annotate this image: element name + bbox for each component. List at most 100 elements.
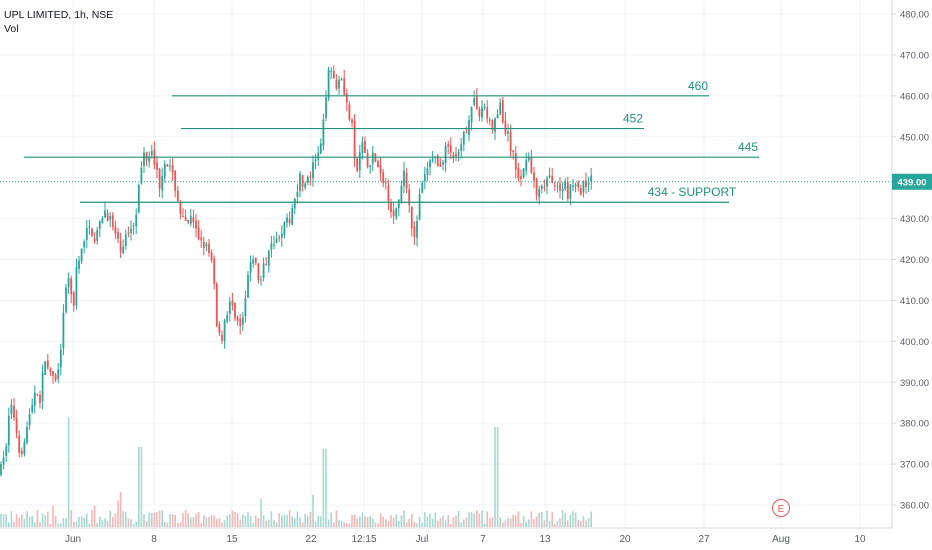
volume-bar [278,513,280,527]
volume-bar [169,514,171,527]
time-tick-label: Jul [416,534,429,545]
volume-bar [114,513,117,527]
volume-bar [187,513,189,527]
volume-bar [481,510,483,527]
volume-bar [304,513,306,527]
volume-bar [489,518,491,527]
volume-bar [156,511,158,527]
volume-bar [275,522,278,527]
candle-body [413,226,416,237]
price-axis[interactable]: 360.00 370.00 380.00 390.00 400.00 410.00 420.… [892,10,932,512]
candle-body [382,172,385,183]
volume-bar [564,512,566,527]
volume-bar [86,513,88,527]
volume-bar [104,518,106,527]
candle-body [332,71,335,78]
volume-bar [309,512,312,527]
candle-body [494,118,496,132]
volume-bar [470,512,473,527]
volume-bar [166,522,169,527]
candle-body [551,176,554,184]
candle-body [215,283,218,327]
candle-body [200,237,203,241]
volume-bar [585,520,587,527]
volume-bar [517,511,520,527]
volume-bar [411,513,413,527]
earnings-marker[interactable]: E [772,499,790,517]
candle-body [192,217,195,223]
volume-bar [543,520,546,527]
earnings-icon-letter: E [778,504,785,515]
volume-bar [405,522,408,527]
volume-bar [130,519,132,527]
candle-body [507,131,509,134]
volume-bar [218,518,221,527]
volume-indicator-label[interactable]: Vol [4,23,19,35]
volume-bar [509,518,512,527]
candle-body [109,215,112,220]
volume-bar [437,520,439,527]
price-tick-label: 420.00 [900,255,929,266]
time-tick-label: 8 [151,534,157,545]
candle-body [39,394,41,403]
candle-body [561,188,564,192]
volume-bar [361,512,364,527]
candle-body [535,179,538,196]
candle-body [166,164,169,167]
candle-body [72,292,75,306]
time-axis[interactable]: Jun 8 15 22 12:15 Jul 7 13 20 27 Aug 10 [65,534,866,545]
volume-bar [502,522,504,527]
volume-bar [268,519,270,527]
volume-bar [78,516,80,527]
earnings-icon[interactable] [772,499,790,517]
volume-bar [122,511,124,527]
candle-body [244,298,247,317]
candle-body [62,312,65,349]
volume-bar [190,517,192,527]
candle-body [514,153,517,170]
horizontal-levels[interactable]: 460 452 445 434 - SUPPORT [24,79,759,203]
volume-bar [312,494,314,527]
candle-body [481,107,483,118]
candle-body [585,180,587,187]
candle-body [145,152,148,161]
volume-bar [398,520,400,527]
candle-body [202,241,205,249]
price-tick-label: 410.00 [900,296,929,307]
candle-body [91,228,93,237]
volume-bar [546,510,548,527]
candle-body [106,213,109,221]
candle-body [124,234,127,247]
volume-bar [203,515,205,527]
candle-body [421,183,424,193]
time-tick-label: 13 [539,534,551,545]
candle-body [247,275,249,298]
candle-body [520,176,522,180]
candle-body [517,168,520,179]
volume-bar [561,510,564,527]
volume-bar [252,523,254,527]
candle-body [582,181,585,193]
volume-bar [93,505,96,527]
volume-bar [255,515,257,527]
candle-body [452,154,455,157]
volume-bar [153,512,156,527]
candle-body [364,141,366,153]
volume-bar [88,523,91,527]
candle-body [314,159,317,161]
symbol-title[interactable]: UPL LIMITED, 1h, NSE [4,9,114,21]
volume-bar [182,513,184,527]
candle-body [262,263,265,278]
candle-body [559,183,561,191]
price-tick-label: 450.00 [900,132,929,143]
candle-body [478,108,481,117]
volume-bar [75,521,78,527]
candle-body [546,178,548,187]
candle-body [241,317,244,325]
volume-bar [49,523,52,527]
volume-bar [257,517,260,527]
volume-bar [273,520,275,527]
candle-body [270,243,273,250]
